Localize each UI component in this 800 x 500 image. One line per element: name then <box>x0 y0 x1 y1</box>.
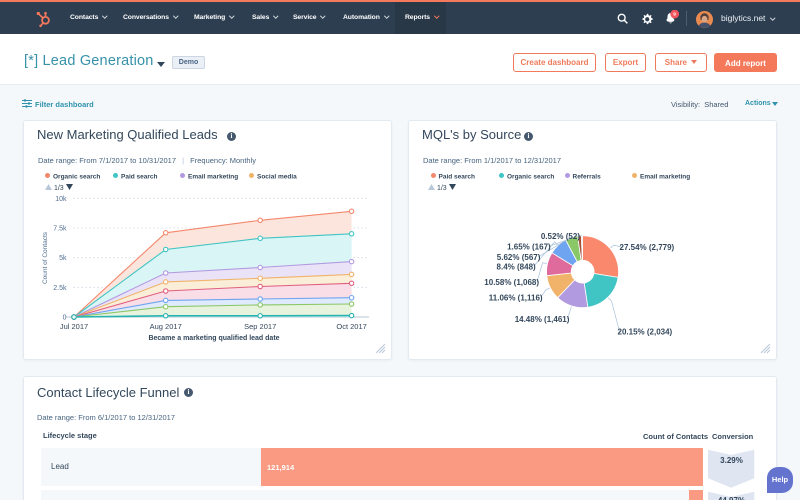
svg-text:5.62% (567): 5.62% (567) <box>497 253 541 262</box>
svg-text:27.54% (2,779): 27.54% (2,779) <box>620 243 675 252</box>
svg-text:1.65% (167): 1.65% (167) <box>507 243 551 252</box>
svg-text:Became a marketing qualified l: Became a marketing qualified lead date <box>148 335 279 342</box>
svg-text:20.15% (2,034): 20.15% (2,034) <box>618 327 673 336</box>
svg-text:Oct 2017: Oct 2017 <box>336 322 366 331</box>
svg-text:Jul 2017: Jul 2017 <box>60 322 88 331</box>
svg-text:11.06% (1,116): 11.06% (1,116) <box>489 294 543 303</box>
svg-text:0.52% (52): 0.52% (52) <box>541 232 580 241</box>
svg-text:Aug 2017: Aug 2017 <box>150 322 182 331</box>
svg-text:8.4% (848): 8.4% (848) <box>497 262 536 271</box>
svg-text:5k: 5k <box>59 255 67 262</box>
svg-text:Count of Contacts: Count of Contacts <box>42 231 49 284</box>
svg-text:Sep 2017: Sep 2017 <box>244 322 276 331</box>
svg-text:2.5k: 2.5k <box>53 285 67 292</box>
svg-text:10k: 10k <box>55 196 67 203</box>
svg-text:7.5k: 7.5k <box>53 226 67 233</box>
svg-text:9: 9 <box>673 12 676 18</box>
svg-text:10.58% (1,068): 10.58% (1,068) <box>484 278 539 287</box>
svg-text:14.48% (1,461): 14.48% (1,461) <box>515 315 570 324</box>
svg-text:0: 0 <box>63 315 67 322</box>
